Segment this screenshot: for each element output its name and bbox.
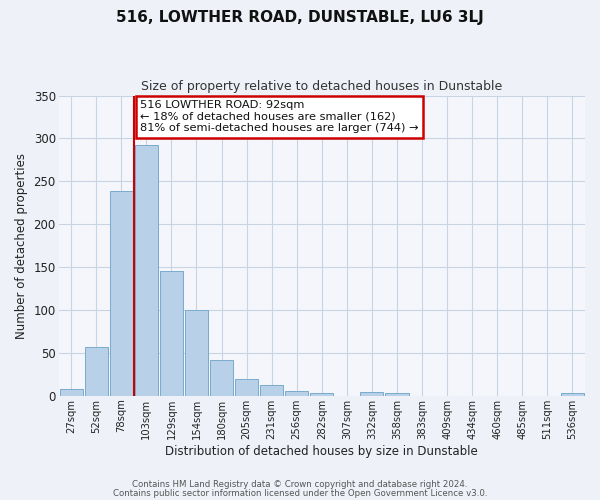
Bar <box>85 347 108 396</box>
Text: 516 LOWTHER ROAD: 92sqm
← 18% of detached houses are smaller (162)
81% of semi-d: 516 LOWTHER ROAD: 92sqm ← 18% of detache… <box>140 100 419 134</box>
Bar <box>310 393 334 396</box>
Title: Size of property relative to detached houses in Dunstable: Size of property relative to detached ho… <box>141 80 502 93</box>
Bar <box>59 389 83 396</box>
Bar <box>135 146 158 396</box>
Text: Contains public sector information licensed under the Open Government Licence v3: Contains public sector information licen… <box>113 488 487 498</box>
Bar <box>385 393 409 396</box>
Bar <box>361 392 383 396</box>
Text: 516, LOWTHER ROAD, DUNSTABLE, LU6 3LJ: 516, LOWTHER ROAD, DUNSTABLE, LU6 3LJ <box>116 10 484 25</box>
Bar <box>185 310 208 396</box>
Bar <box>110 191 133 396</box>
Y-axis label: Number of detached properties: Number of detached properties <box>15 152 28 338</box>
Bar <box>160 272 183 396</box>
Bar <box>260 386 283 396</box>
Bar <box>561 393 584 396</box>
Text: Contains HM Land Registry data © Crown copyright and database right 2024.: Contains HM Land Registry data © Crown c… <box>132 480 468 489</box>
Bar <box>285 390 308 396</box>
Bar <box>210 360 233 396</box>
X-axis label: Distribution of detached houses by size in Dunstable: Distribution of detached houses by size … <box>166 444 478 458</box>
Bar <box>235 378 258 396</box>
